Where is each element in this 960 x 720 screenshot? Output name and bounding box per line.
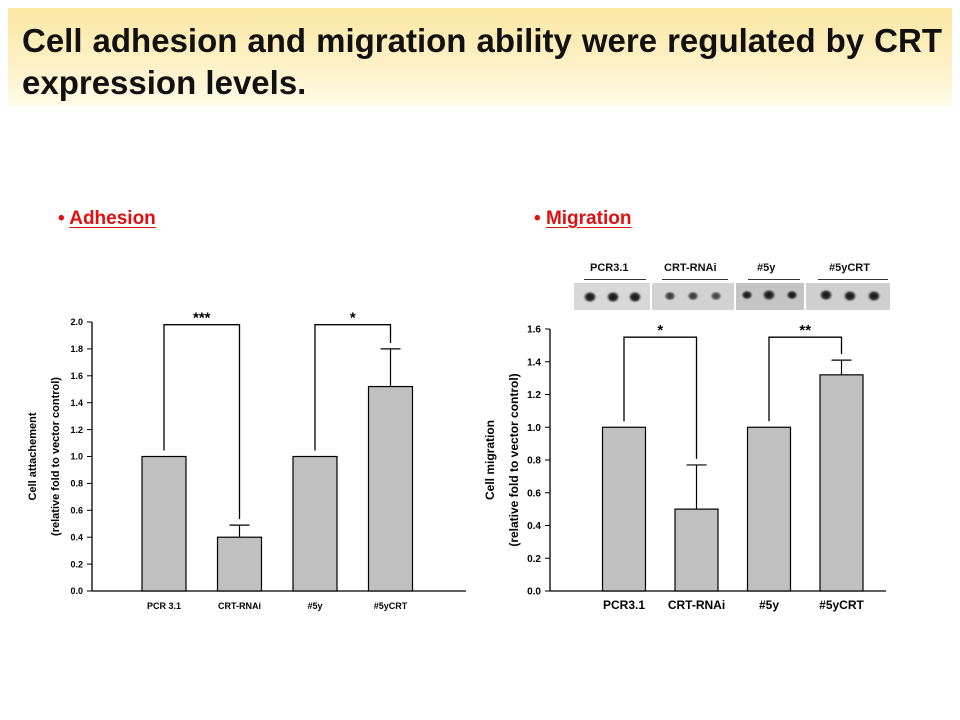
bar <box>216 536 263 592</box>
x-tick-label: CRT-RNAi <box>668 598 725 612</box>
y-axis-label-line1: Cell attachement <box>27 412 39 500</box>
y-tick-label: 1.0 <box>527 423 541 434</box>
slide-title: Cell adhesion and migration ability were… <box>22 22 942 101</box>
adhesion-heading: • Adhesion <box>58 208 156 230</box>
y-tick-label: 0.8 <box>527 456 541 467</box>
migration-chart: 0.0 0.2 0.4 0.6 0.8 1.0 1.2 1.4 1.6 PCR3.1 CRT-RNA… <box>483 322 886 612</box>
x-tick-label: #5yCRT <box>374 601 408 611</box>
x-tick-label: PCR 3.1 <box>147 601 181 611</box>
y-tick-label: 0.4 <box>527 521 541 532</box>
bar <box>292 455 338 592</box>
migration-heading: • Migration <box>534 208 631 230</box>
y-tick-label: 1.2 <box>527 390 541 401</box>
blot-image <box>574 283 890 310</box>
significance-marker: ** <box>799 322 811 339</box>
bar <box>819 374 864 592</box>
significance-marker: * <box>350 310 356 327</box>
significance-bracket <box>163 324 241 520</box>
y-tick-label: 1.2 <box>70 425 83 435</box>
x-tick-label: #5yCRT <box>819 598 864 612</box>
y-tick-label: 0.0 <box>70 586 83 596</box>
bullet-marker: • <box>534 208 541 229</box>
bar <box>601 426 647 592</box>
x-tick-label: CRT-RNAi <box>218 601 261 611</box>
blot-label-5y: #5y <box>757 262 776 274</box>
x-tick-label: #5y <box>307 601 322 611</box>
bar <box>746 426 792 592</box>
bullet-marker: • <box>58 208 65 229</box>
bar <box>674 508 719 592</box>
y-tick-label: 1.0 <box>70 452 83 462</box>
y-tick-label: 0.6 <box>527 488 541 499</box>
y-tick-label: 1.4 <box>70 398 83 408</box>
blot-underline <box>818 279 888 280</box>
bar <box>141 455 187 592</box>
y-tick-label: 0.6 <box>70 505 83 515</box>
blot-label-crt-rnai: CRT-RNAi <box>664 262 717 274</box>
blot-underline <box>748 279 800 280</box>
x-tick-label: #5y <box>759 598 779 612</box>
bar <box>367 385 414 592</box>
y-tick-label: 0.2 <box>527 554 541 565</box>
significance-marker: * <box>657 322 663 339</box>
y-tick-label: 1.4 <box>527 357 541 368</box>
significance-bracket <box>623 336 698 459</box>
significance-bracket <box>314 324 392 451</box>
y-axis-label: Cell attachement (relative fold to vector… <box>27 377 62 536</box>
y-tick-label: 1.6 <box>527 325 541 336</box>
y-axis-label-line2: (relative fold to vector control) <box>507 373 521 546</box>
significance-bracket <box>768 336 843 422</box>
adhesion-chart: 0.0 0.2 0.4 0.6 0.8 1.0 1.2 1.4 1.6 1.8 2.0 PCR 3.1… <box>27 310 466 611</box>
y-axis-label-line1: Cell migration <box>483 420 497 500</box>
significance-marker: *** <box>193 310 211 327</box>
migration-label: Migration <box>545 208 632 229</box>
y-axis-label-line2: (relative fold to vector control) <box>50 377 62 536</box>
blot-label-pcr31: PCR3.1 <box>590 262 629 274</box>
y-tick-label: 0.4 <box>70 532 83 542</box>
y-axis-label: Cell migration (relative fold to vector c… <box>483 373 521 546</box>
blot-underline <box>584 279 646 280</box>
blot-spots <box>583 289 881 303</box>
y-tick-label: 2.0 <box>70 317 83 327</box>
y-tick-label: 1.6 <box>70 371 83 381</box>
title-banner: Cell adhesion and migration ability were… <box>8 8 952 106</box>
blot-underline <box>662 279 728 280</box>
y-tick-label: 0.8 <box>70 479 83 489</box>
adhesion-label: Adhesion <box>69 208 156 229</box>
y-tick-label: 1.8 <box>70 344 83 354</box>
x-tick-label: PCR3.1 <box>603 598 645 612</box>
y-tick-label: 0.0 <box>527 587 541 598</box>
blot-label-5ycrt: #5yCRT <box>829 262 870 274</box>
y-tick-label: 0.2 <box>70 559 83 569</box>
